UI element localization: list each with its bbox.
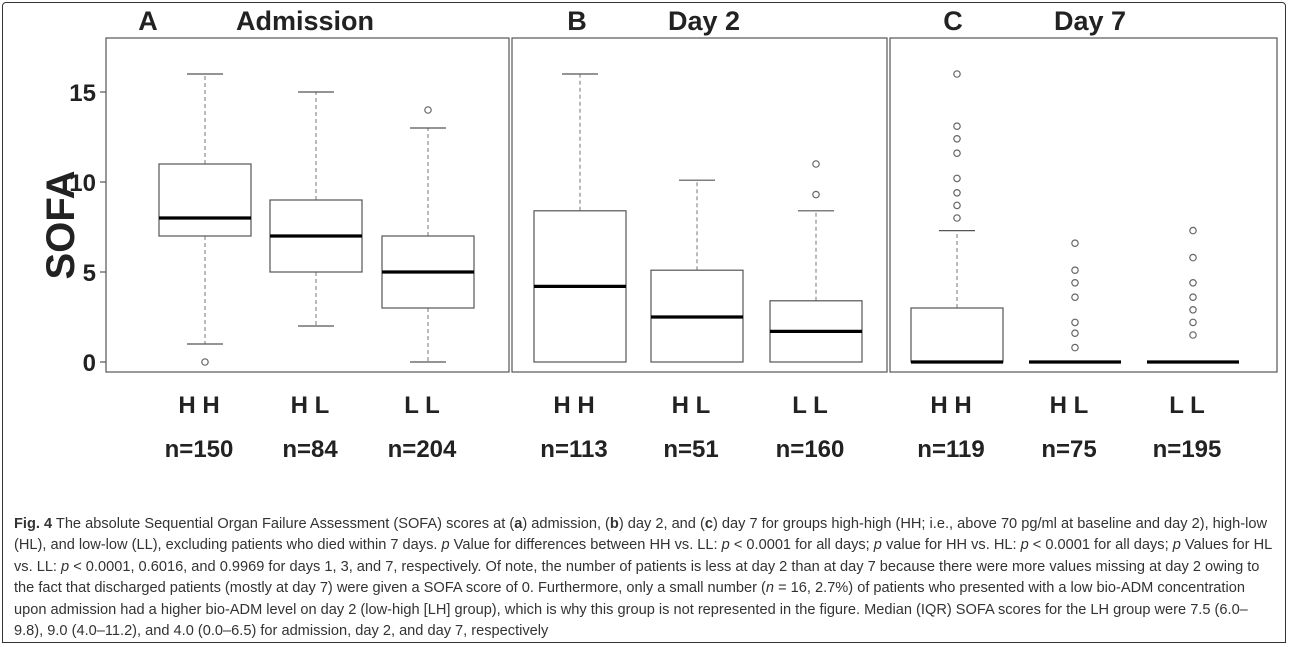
box-group: H H n=150 [158,73,252,463]
outlier-point [1071,318,1079,327]
group-label: L L [792,392,828,419]
figure-caption: Fig. 4 The absolute Sequential Organ Fai… [14,514,1276,642]
group-label: H L [672,392,711,419]
caption-text-part: p [1020,537,1029,554]
group-label: L L [1169,392,1205,419]
outlier-point [812,190,820,199]
y-axis-label: SOFA [39,171,83,280]
outlier-point [1071,329,1079,338]
caption-text-part: < 0.0001 for all days; [1028,537,1173,554]
group-label: H H [930,392,971,419]
group-label: L L [404,392,440,419]
panel-letter: C [943,6,963,36]
y-tick-label: 5 [83,260,96,287]
caption-text-part: ) day 2, and ( [618,516,705,532]
panel-title: Admission [236,6,374,36]
caption-label: Fig. 4 [14,516,53,532]
outlier-point [1071,239,1079,248]
outlier-point [1071,278,1079,287]
caption-text-part: ) day 7 for groups high-high (HH; i.e., … [14,516,1268,554]
group-n-label: n=113 [540,436,607,463]
outlier-point [201,358,209,366]
panel-A: A Admission H H n=150 H L n=84 L L n=204 [105,6,510,463]
group-label: H L [291,392,330,419]
outlier-point [1189,278,1197,287]
box-group: L L n=204 [381,106,475,463]
group-label: H H [553,392,594,419]
caption-text-part: < 0.0001 for all days; [729,537,874,554]
caption-text-part: n [765,580,775,597]
panel-letter: A [138,6,158,36]
outlier-point [953,189,961,197]
panel-letter: B [567,6,587,36]
caption-text-part: ) admission, ( [522,516,610,532]
panels: A Admission H H n=150 H L n=84 L L n=204 B Day 2 H… [105,6,1278,463]
panel-title: Day 2 [668,6,740,36]
group-n-label: n=150 [165,436,234,463]
y-tick-label: 10 [69,170,96,197]
group-n-label: n=84 [282,436,338,463]
box-iqr [158,163,252,237]
caption-text-part: p [441,537,450,554]
outlier-point [1189,318,1197,327]
caption-text-part: c [704,516,713,532]
outlier-point [1189,331,1197,339]
y-axis: SOFA 0 5 10 15 [39,80,106,377]
outlier-point [953,149,961,158]
outlier-point [1189,253,1197,262]
caption-text-part: p [1172,537,1181,554]
group-label: H H [178,392,219,419]
box-group: H L n=84 [269,91,363,463]
outlier-point [953,70,961,78]
caption-text-part: value for HH vs. HL: [881,537,1021,554]
group-n-label: n=195 [1153,436,1222,463]
outlier-point [1071,266,1079,275]
outlier-point [953,174,961,183]
caption-text-part: a [514,516,523,532]
outlier-point [424,106,432,114]
sofa-boxplot-figure: SOFA 0 5 10 15 A Admission H H n=150 H L n=84 L L n… [39,6,1278,463]
outlier-point [1071,343,1079,352]
box-group: H L n=75 [1029,239,1121,463]
y-tick-label: 0 [83,350,96,377]
outlier-point [1189,293,1197,302]
panel-B: B Day 2 H H n=113 H L n=51 L L n=160 [511,6,888,463]
panel-C: C Day 7 H H n=119 H L n=75 L L n=195 [889,6,1278,463]
caption-text-part: p [61,558,70,575]
outlier-point [953,214,961,222]
group-n-label: n=119 [917,436,984,463]
outlier-point [953,201,961,210]
caption-text-part: p [873,537,882,554]
box-group: L L n=160 [769,160,863,463]
outlier-point [812,160,820,168]
panel-frame [889,37,1278,373]
box-group: H L n=51 [650,179,744,463]
panel-frame [511,37,888,373]
caption-text-part: p [721,537,730,554]
group-n-label: n=204 [388,436,457,463]
y-tick-label: 15 [69,80,96,107]
panel-title: Day 7 [1054,6,1126,36]
panel-frame [105,37,510,373]
group-label: H L [1050,392,1089,419]
group-n-label: n=160 [776,436,845,463]
outlier-point [1189,226,1197,235]
box-group: H H n=119 [910,70,1004,463]
caption-text-part: Values for HL vs. LL: [14,537,1272,575]
outlier-point [1071,293,1079,302]
box-iqr [910,307,1004,363]
caption-text-part: Value for differences between HH vs. LL: [449,537,722,554]
box-group: L L n=195 [1147,226,1239,463]
caption-text-part: The absolute Sequential Organ Failure As… [52,516,515,532]
outlier-point [1189,305,1197,314]
caption-text-part: b [609,516,619,532]
group-n-label: n=51 [663,436,718,463]
group-n-label: n=75 [1041,436,1096,463]
outlier-point [953,122,961,131]
box-group: H H n=113 [533,73,627,463]
outlier-point [953,135,961,143]
caption-text-part: < 0.0001, 0.6016, and 0.9969 for days 1,… [14,558,1260,597]
caption-text-part: = 16, 2.7%) of patients who presented wi… [14,580,1248,640]
